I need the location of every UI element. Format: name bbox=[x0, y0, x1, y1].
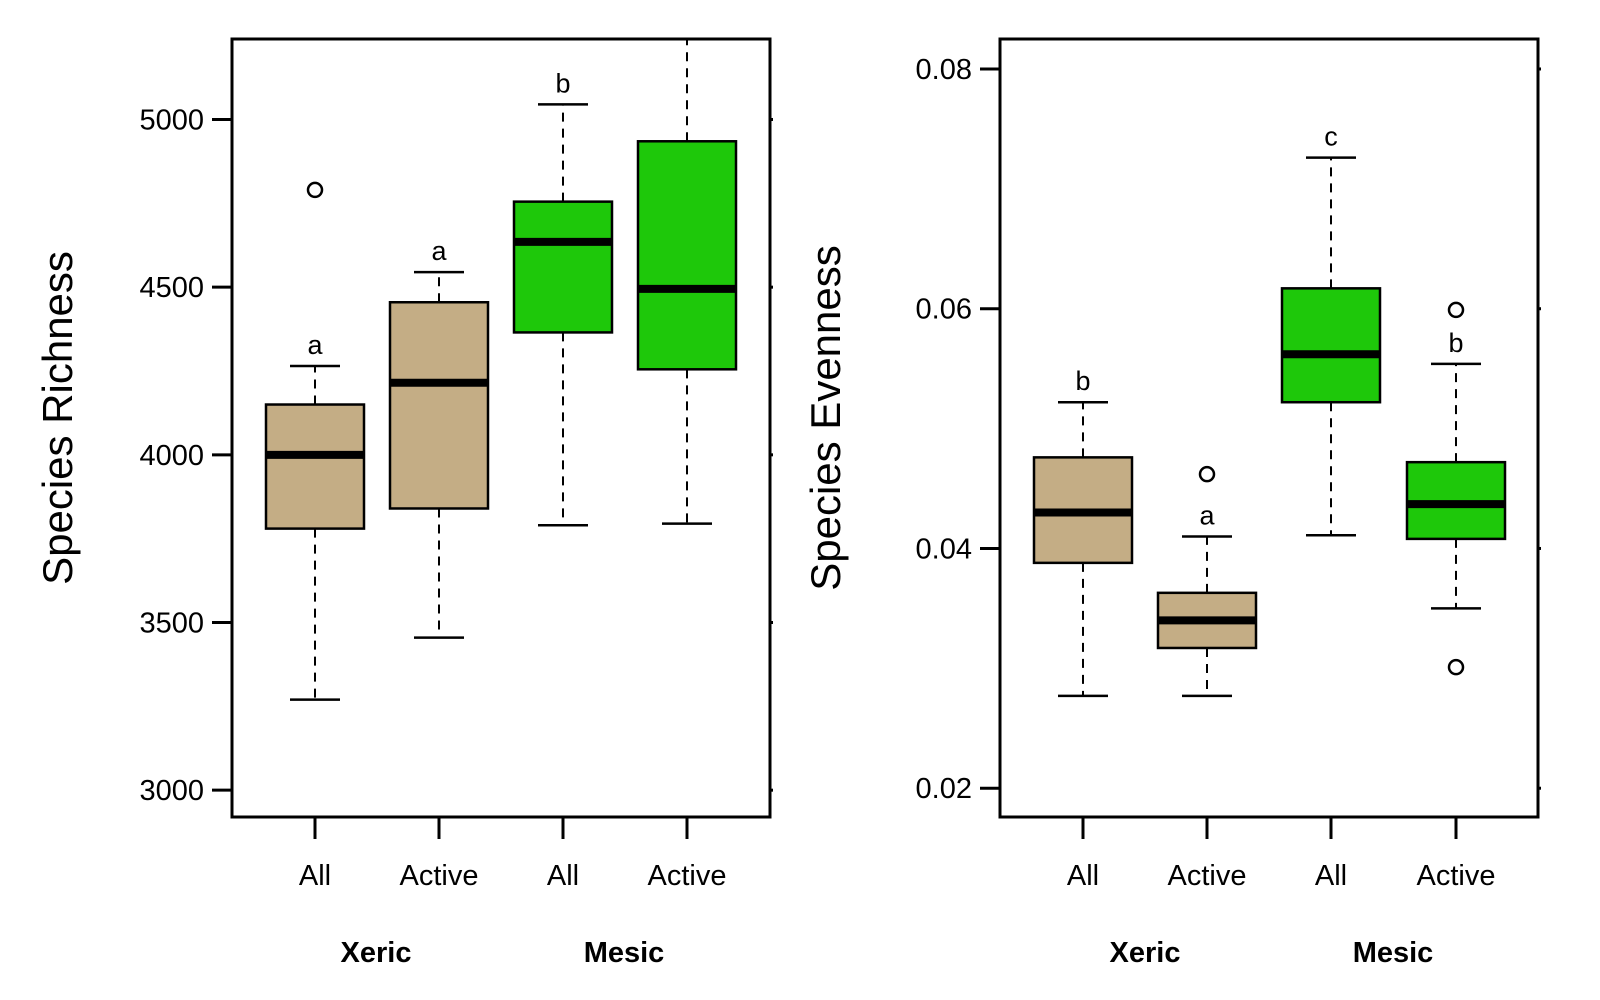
x-tick-label: All bbox=[1315, 860, 1347, 892]
x-tick-label: Active bbox=[648, 860, 727, 892]
outlier-point bbox=[1447, 301, 1465, 319]
y-tick-label: 0.02 bbox=[916, 773, 972, 805]
group-label: Mesic bbox=[1353, 937, 1434, 969]
y-tick-label: 3000 bbox=[139, 775, 204, 807]
box-1: a bbox=[1156, 465, 1258, 698]
box-3 bbox=[636, 39, 738, 525]
x-tick-label: Active bbox=[1417, 860, 1496, 892]
x-tick-label: Active bbox=[400, 860, 479, 892]
box-2: b bbox=[512, 68, 614, 527]
plot-frame bbox=[998, 37, 1540, 819]
outlier-point bbox=[306, 181, 324, 199]
outlier-point bbox=[1198, 465, 1216, 483]
plot-frame bbox=[230, 37, 772, 819]
significance-letter: c bbox=[1324, 122, 1338, 152]
y-axis-label: Species Richness bbox=[34, 251, 81, 585]
y-tick-label: 3500 bbox=[139, 608, 204, 640]
significance-letter: a bbox=[431, 236, 447, 266]
x-tick-label: All bbox=[1067, 860, 1099, 892]
iqr-box bbox=[636, 140, 738, 371]
outlier-point bbox=[1447, 658, 1465, 676]
x-tick-label: All bbox=[547, 860, 579, 892]
evenness-panel: b a c b 0.02 0.04 0.06 0.08 All Active All Active Xe… bbox=[802, 37, 1541, 969]
significance-letter: b bbox=[1448, 328, 1463, 358]
significance-letter: b bbox=[555, 68, 570, 98]
richness-panel: a a b 3000 3500 4000 4500 5000 All Active All Activ… bbox=[34, 37, 773, 969]
y-tick-label: 4000 bbox=[139, 440, 204, 472]
box-3: b bbox=[1405, 301, 1507, 676]
significance-letter: b bbox=[1075, 366, 1090, 396]
iqr-box bbox=[388, 300, 490, 510]
y-tick-label: 4500 bbox=[139, 272, 204, 304]
box-0: a bbox=[264, 181, 366, 701]
group-label: Mesic bbox=[584, 937, 665, 969]
y-tick-label: 5000 bbox=[139, 104, 204, 136]
iqr-box bbox=[1280, 287, 1382, 404]
iqr-box bbox=[264, 403, 366, 530]
y-tick-label: 0.08 bbox=[916, 54, 972, 86]
iqr-box bbox=[512, 200, 614, 334]
group-label: Xeric bbox=[341, 937, 412, 969]
x-tick-label: All bbox=[299, 860, 331, 892]
significance-letter: a bbox=[307, 330, 323, 360]
box-2: c bbox=[1280, 122, 1382, 537]
box-1: a bbox=[388, 236, 490, 639]
y-tick-label: 0.04 bbox=[916, 533, 972, 565]
significance-letter: a bbox=[1199, 500, 1215, 530]
x-tick-label: Active bbox=[1168, 860, 1247, 892]
y-axis-label: Species Evenness bbox=[802, 245, 849, 591]
y-tick-label: 0.06 bbox=[916, 294, 972, 326]
group-label: Xeric bbox=[1110, 937, 1181, 969]
box-0: b bbox=[1032, 366, 1134, 698]
